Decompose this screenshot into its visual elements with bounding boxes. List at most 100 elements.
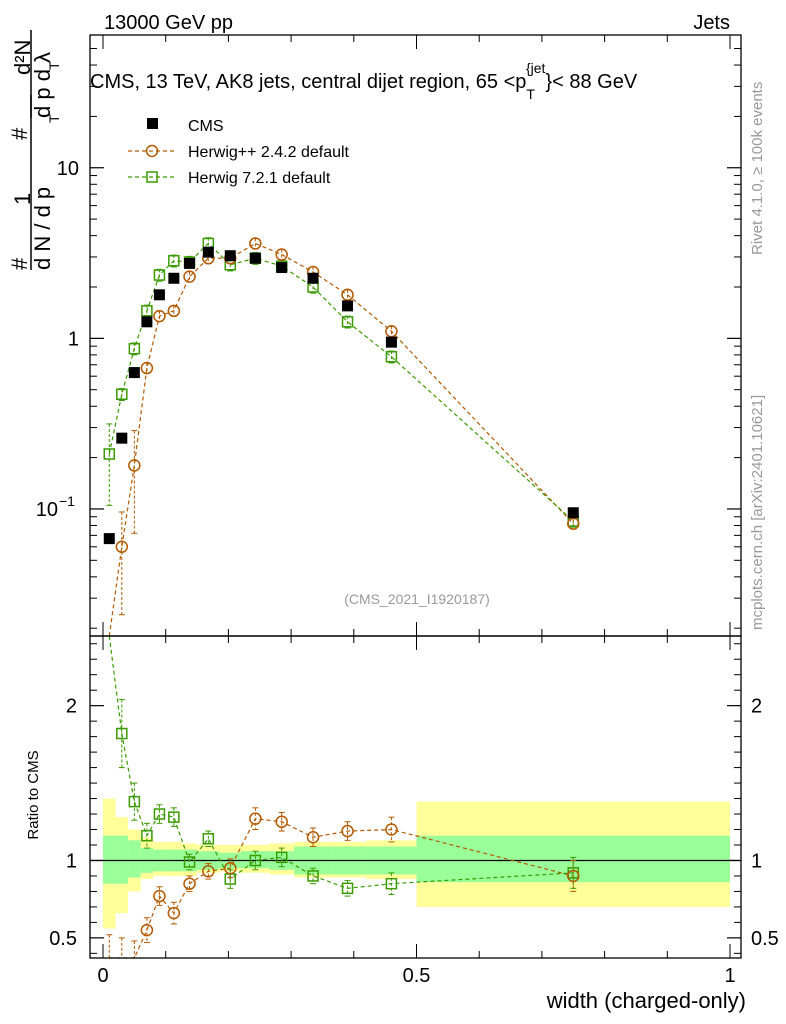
rivet-version-label: Rivet 4.1.0, ≥ 100k events: [749, 82, 766, 255]
herwig-pp-marker: [115, 540, 129, 554]
main-y-tick-label: 1: [68, 328, 79, 350]
herwig7-marker: [385, 351, 398, 363]
ylabel-hash-1: #: [7, 257, 32, 270]
herwig7-ratio-marker: [116, 727, 128, 740]
herwig-pp-ratio-marker: [224, 861, 237, 875]
ratio-y-tick-label-right: 1: [751, 850, 762, 872]
cms-data-point: [103, 533, 115, 545]
herwig7-marker: [153, 269, 166, 281]
category-label: Jets: [693, 12, 730, 34]
legend-label-cms: CMS: [188, 118, 224, 135]
cms-data-point: [567, 507, 579, 519]
legend-label-herwig-pp: Herwig++ 2.4.2 default: [188, 144, 350, 161]
energy-label: 13000 GeV pp: [104, 12, 233, 34]
ratio-y-tick-label-right: 0.5: [751, 928, 779, 950]
ratio-uncertainty-band-inner: [103, 835, 116, 884]
herwig7-ratio-marker: [153, 808, 166, 820]
ylabel-dpTdl: d p d λ: [30, 52, 55, 118]
ratio-y-axis-label: Ratio to CMS: [25, 750, 42, 839]
ratio-y-tick-label: 1: [66, 850, 77, 872]
herwig7-marker: [168, 255, 180, 267]
cms-data-point: [224, 250, 236, 262]
herwig-pp-ratio-marker: [167, 906, 181, 920]
herwig-pp-marker: [249, 237, 262, 250]
ratio-panel: 0.5 0.5 1 1 2 2 0 0.5 1 Ratio to CMS width (char…: [25, 635, 779, 1013]
x-tick-label: 0.5: [403, 965, 431, 987]
herwig7-ratio-marker: [128, 795, 141, 808]
cms-data-point: [153, 289, 165, 301]
herwig-pp-ratio-marker: [385, 823, 398, 836]
ylabel-one: 1: [10, 193, 35, 205]
ratio-uncertainty-band-inner: [240, 851, 270, 869]
cms-data-point: [202, 246, 214, 258]
cms-data-point: [342, 300, 354, 312]
herwig-pp-ratio-marker: [567, 869, 580, 883]
herwig7-ratio-marker: [202, 833, 215, 845]
legend-label-herwig7: Herwig 7.2.1 default: [188, 170, 331, 187]
legend: CMS Herwig++ 2.4.2 default Herwig 7.2.1 …: [128, 118, 350, 187]
herwig-pp-marker: [128, 459, 141, 472]
herwig-pp-marker: [167, 304, 181, 318]
herwig-pp-ratio-marker: [183, 877, 196, 890]
herwig7-marker: [128, 342, 141, 355]
herwig7-ratio-marker: [307, 870, 319, 882]
mcplots-label: mcplots.cern.ch [arXiv:2401.10621]: [749, 395, 766, 630]
herwig7-marker: [103, 448, 116, 460]
legend-marker-cms: [147, 118, 158, 129]
ratio-uncertainty-band-inner: [128, 840, 141, 878]
herwig7-ratio-marker: [341, 882, 354, 895]
ylabel-T-2: T: [46, 61, 62, 70]
herwig-pp-ratio-marker: [140, 923, 154, 937]
herwig-pp-marker: [341, 288, 354, 302]
x-tick-label: 0: [97, 965, 108, 987]
ylabel-dNdpT: d N / d p: [30, 187, 55, 270]
watermark: (CMS_2021_I1920187): [344, 591, 490, 607]
herwig7-ratio-marker: [141, 829, 153, 842]
ylabel-T-1: T: [46, 114, 62, 123]
herwig-pp-ratio-marker: [341, 824, 354, 838]
cms-data-point: [184, 257, 196, 269]
ratio-uncertainty-band-inner: [115, 835, 129, 884]
x-axis-label: width (charged-only): [546, 988, 746, 1013]
cms-data-point: [128, 367, 140, 379]
herwig-pp-marker: [140, 361, 154, 375]
cms-data-point: [385, 336, 397, 348]
ratio-plot-area: 0.5 0.5 1 1 2 2 0 0.5 1: [49, 635, 779, 987]
herwig-pp-marker: [183, 270, 196, 283]
herwig7-ratio-marker: [183, 856, 196, 868]
ratio-y-tick-label-right: 2: [751, 696, 762, 718]
ratio-y-tick-label: 2: [66, 696, 77, 718]
herwig7-marker: [116, 388, 128, 401]
herwig7-ratio-marker: [168, 811, 180, 823]
legend-marker-herwig-pp: [145, 144, 159, 158]
main-y-tick-label: 10: [57, 158, 79, 180]
main-y-tick-exponent: −1: [59, 493, 75, 509]
cms-data-point: [276, 262, 288, 274]
herwig7-ratio-line: [108, 635, 574, 889]
herwig-pp-ratio-marker: [202, 865, 215, 878]
legend-marker-herwig7: [146, 171, 158, 183]
herwig-pp-ratio-marker: [306, 831, 320, 844]
herwig7-marker: [224, 259, 237, 271]
ratio-frame: [89, 635, 742, 959]
main-title: CMS, 13 TeV, AK8 jets, central dijet reg…: [90, 60, 638, 102]
main-y-tick-label: 10: [36, 499, 58, 521]
herwig7-line: [108, 242, 574, 522]
x-tick-label: 1: [724, 965, 735, 987]
ratio-y-tick-label: 0.5: [49, 928, 77, 950]
herwig7-marker: [341, 316, 354, 328]
cms-data-point: [249, 252, 261, 264]
ylabel-hash-2: #: [7, 127, 32, 140]
cms-data-point: [116, 432, 128, 444]
herwig7-marker: [141, 305, 153, 317]
main-y-axis-label: # 1 d N / d p T # d²N d p d λ T: [7, 30, 62, 270]
herwig-pp-line: [108, 242, 574, 637]
herwig-pp-marker: [275, 248, 288, 261]
herwig-pp-ratio-marker: [275, 815, 288, 829]
cms-data-point: [141, 316, 153, 328]
cms-data-point: [307, 272, 319, 284]
herwig-pp-marker: [153, 309, 166, 323]
